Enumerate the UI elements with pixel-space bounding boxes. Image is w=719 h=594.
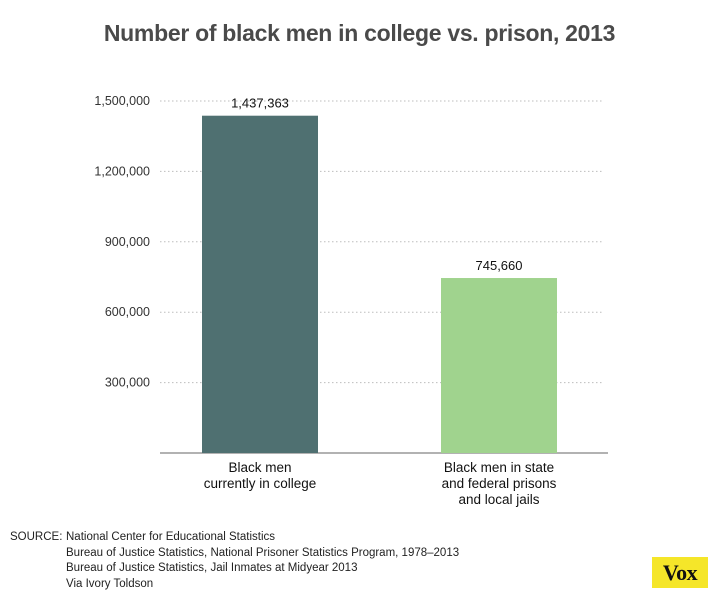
source-line: Bureau of Justice Statistics, Jail Inmat… (66, 562, 358, 574)
x-tick-label: and federal prisons (442, 476, 557, 491)
bar (441, 278, 557, 453)
x-tick-label: Black men in state (444, 460, 554, 475)
source-line: Bureau of Justice Statistics, National P… (66, 546, 460, 559)
source-note: SOURCE: National Center for Educational … (10, 530, 459, 592)
y-tick-label: 1,200,000 (94, 164, 150, 178)
x-tick-label: currently in college (204, 476, 317, 491)
bar (202, 115, 318, 453)
x-tick-label: and local jails (458, 492, 539, 507)
source-line: Via Ivory Toldson (66, 577, 154, 590)
y-tick-label: 1,500,000 (94, 94, 150, 108)
y-tick-label: 900,000 (105, 235, 150, 249)
vox-logo: Vox (652, 557, 708, 588)
source-line: National Center for Educational Statisti… (66, 531, 276, 543)
data-label: 745,660 (476, 258, 523, 273)
data-label: 1,437,363 (231, 96, 289, 111)
source-label: SOURCE: (10, 531, 63, 543)
y-tick-label: 600,000 (105, 305, 150, 319)
y-tick-label: 300,000 (105, 376, 150, 390)
chart-title: Number of black men in college vs. priso… (103, 20, 616, 46)
x-tick-label: Black men (228, 460, 291, 475)
